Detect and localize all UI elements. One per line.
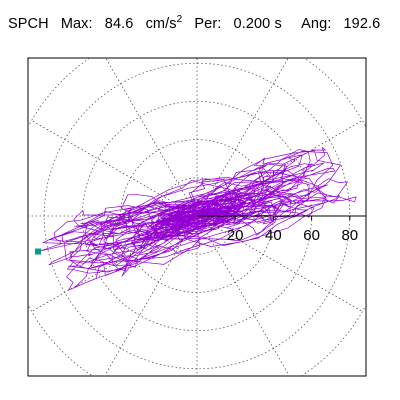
- max-label: Max:: [60, 15, 93, 32]
- max-unit-exponent: 2: [176, 14, 183, 25]
- radial-tick-label: 40: [265, 227, 282, 244]
- period-label: Per:: [194, 15, 222, 32]
- angle-value: 192.6: [343, 15, 381, 32]
- period-field: Per: 0.200 s: [194, 16, 289, 32]
- grid-spoke: [31, 120, 198, 217]
- plot-header: SPCH Max: 84.6 cm/s2 Per: 0.200 s Ang: 1…: [8, 14, 396, 32]
- max-field: Max: 84.6 cm/s2: [60, 14, 183, 32]
- max-value: 84.6: [104, 15, 134, 32]
- max-marker-group: [35, 248, 41, 255]
- angle-label: Ang:: [301, 15, 332, 32]
- max-unit: cm/s: [145, 15, 177, 32]
- max-marker: [35, 248, 41, 255]
- radial-tick-label: 60: [303, 227, 320, 244]
- orbit-trace: [38, 146, 357, 291]
- station-code: SPCH: [8, 15, 49, 32]
- angle-field: Ang: 192.6: [301, 16, 388, 32]
- radial-axis: 20 40 60 80: [197, 215, 366, 244]
- radial-tick-label: 80: [341, 227, 358, 244]
- orbit-path: [38, 146, 357, 291]
- radial-tick-label: 20: [227, 227, 244, 244]
- grid-spoke: [105, 58, 198, 217]
- period-value: 0.200 s: [233, 15, 282, 32]
